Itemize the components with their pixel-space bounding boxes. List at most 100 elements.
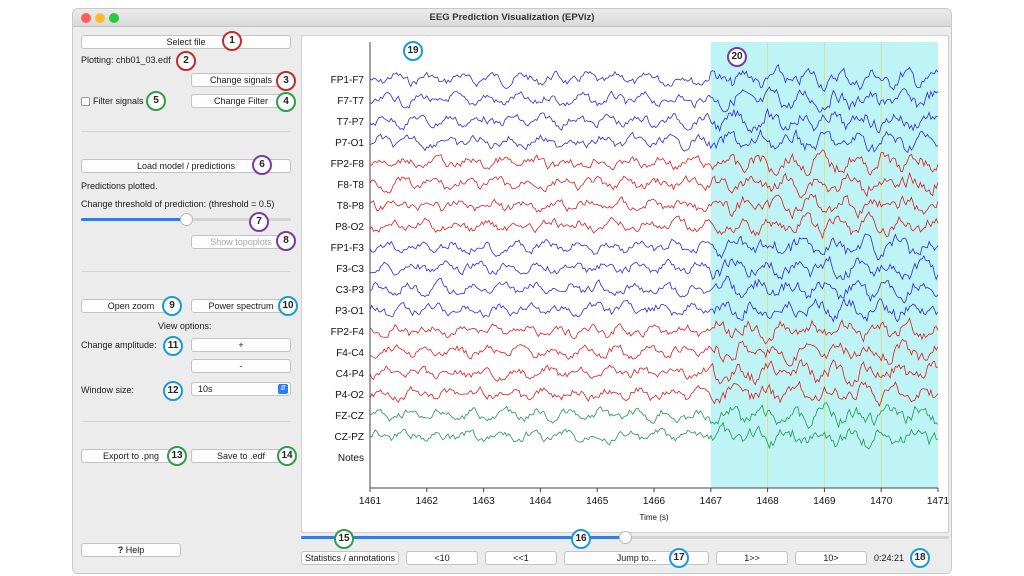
window-size-value: 10s <box>198 384 213 394</box>
channel-label: FP1-F3 <box>331 243 365 254</box>
forward-10-button[interactable]: 10> <box>795 551 867 565</box>
amplitude-decrease-button[interactable]: - <box>191 359 291 373</box>
divider <box>81 271 291 272</box>
annotation-badge: 15 <box>334 529 354 549</box>
annotation-badge: 3 <box>276 71 296 91</box>
statistics-annotations-button[interactable]: Statistics / annotations <box>301 551 399 565</box>
threshold-slider-handle[interactable] <box>180 213 193 226</box>
threshold-slider-track[interactable] <box>81 213 291 226</box>
annotation-badge: 18 <box>910 548 930 568</box>
help-button[interactable]: ? Help <box>81 543 181 557</box>
time-display: 0:24:21 <box>874 553 905 563</box>
load-model-button[interactable]: Load model / predictions <box>81 159 291 173</box>
channel-label: CZ-PZ <box>335 432 364 443</box>
threshold-slider-fill <box>81 218 186 221</box>
x-tick-label: 1467 <box>700 496 723 507</box>
x-tick-label: 1463 <box>472 496 495 507</box>
view-options-label: View options: <box>158 321 212 331</box>
window-size-select[interactable]: 10s ⇵ <box>191 382 291 396</box>
channel-trace <box>369 171 939 199</box>
channel-trace <box>369 107 939 134</box>
channel-trace <box>369 86 939 113</box>
channel-trace <box>369 194 939 220</box>
threshold-label: Change threshold of prediction: (thresho… <box>81 199 275 209</box>
channel-label: P8-O2 <box>335 222 364 233</box>
time-slider-track[interactable] <box>301 531 949 544</box>
x-axis-label: Time (s) <box>639 513 668 522</box>
channel-label: FP1-F7 <box>331 75 365 86</box>
x-tick-label: 1471 <box>927 496 950 507</box>
channel-label: FZ-CZ <box>335 411 364 422</box>
annotation-badge: 19 <box>403 41 423 61</box>
x-tick-label: 1465 <box>586 496 609 507</box>
x-tick-label: 1469 <box>813 496 836 507</box>
change-amplitude-label: Change amplitude: <box>81 340 157 350</box>
channel-trace <box>369 233 939 261</box>
save-edf-button[interactable]: Save to .edf <box>191 449 291 463</box>
channel-label: P4-O2 <box>335 390 364 401</box>
channel-label: F8-T8 <box>337 180 364 191</box>
notes-label: Notes <box>338 453 364 464</box>
zoom-window-button[interactable] <box>109 13 119 23</box>
help-label: Help <box>125 545 145 555</box>
annotation-badge: 6 <box>252 155 272 175</box>
eeg-plot-area[interactable]: FP1-F7 F7-T7 T7-P7 P7-O1 FP2-F8 F8-T8 T8-P8 P8-… <box>301 35 950 533</box>
power-spectrum-button[interactable]: Power spectrum <box>191 299 291 313</box>
channel-label: C3-P3 <box>336 285 365 296</box>
channel-trace <box>369 275 939 304</box>
x-tick-label: 1464 <box>529 496 552 507</box>
annotation-badge: 20 <box>727 47 747 67</box>
time-slider-handle[interactable] <box>619 531 632 544</box>
annotation-badge: 5 <box>146 91 166 111</box>
help-icon: ? <box>117 545 124 555</box>
channel-trace <box>369 149 939 177</box>
annotation-badge: 12 <box>163 381 183 401</box>
annotation-badge: 7 <box>249 212 269 232</box>
back-1-button[interactable]: <<1 <box>485 551 557 565</box>
predictions-status: Predictions plotted. <box>81 181 158 191</box>
show-topoplots-button[interactable]: Show topoplots <box>191 235 291 249</box>
annotation-badge: 1 <box>222 31 242 51</box>
eeg-plot-svg: FP1-F7 F7-T7 T7-P7 P7-O1 FP2-F8 F8-T8 T8-P8 P8-… <box>331 42 950 522</box>
annotation-badge: 10 <box>278 296 298 316</box>
close-window-button[interactable] <box>81 13 91 23</box>
channel-label: T7-P7 <box>337 117 365 128</box>
channel-trace <box>369 128 939 154</box>
divider <box>81 421 291 422</box>
window-size-label: Window size: <box>81 385 135 395</box>
channel-label: P3-O1 <box>335 306 364 317</box>
select-file-button[interactable]: Select file <box>81 35 291 49</box>
x-tick-label: 1461 <box>359 496 382 507</box>
filter-signals-checkbox[interactable] <box>81 97 90 106</box>
channel-label: P7-O1 <box>335 138 364 149</box>
amplitude-increase-button[interactable]: + <box>191 338 291 352</box>
divider <box>81 131 291 132</box>
annotation-badge: 2 <box>176 51 196 71</box>
channel-label: F7-T7 <box>337 96 364 107</box>
x-tick-label: 1462 <box>416 496 439 507</box>
channel-label: F4-C4 <box>336 348 364 359</box>
channel-trace <box>369 359 939 387</box>
annotation-badge: 11 <box>163 336 183 356</box>
annotation-badge: 9 <box>162 296 182 316</box>
chevron-updown-icon: ⇵ <box>278 384 288 394</box>
x-tick-label: 1466 <box>643 496 666 507</box>
annotation-badge: 16 <box>571 529 591 549</box>
filter-signals-label: Filter signals <box>93 96 144 106</box>
channel-trace <box>369 210 939 240</box>
channel-label: FP2-F4 <box>331 327 365 338</box>
forward-1-button[interactable]: 1>> <box>716 551 788 565</box>
channel-trace <box>369 317 939 345</box>
channel-trace <box>369 297 939 323</box>
channel-label: FP2-F8 <box>331 159 365 170</box>
channel-label: T8-P8 <box>337 201 365 212</box>
channel-trace <box>369 254 939 281</box>
export-png-button[interactable]: Export to .png <box>81 449 181 463</box>
annotation-badge: 17 <box>669 548 689 568</box>
minimize-window-button[interactable] <box>95 13 105 23</box>
channel-trace <box>369 380 939 407</box>
plotting-file-label: Plotting: chb01_03.edf <box>81 55 171 65</box>
back-10-button[interactable]: <10 <box>406 551 478 565</box>
channel-trace <box>369 421 939 450</box>
annotation-badge: 13 <box>167 446 187 466</box>
